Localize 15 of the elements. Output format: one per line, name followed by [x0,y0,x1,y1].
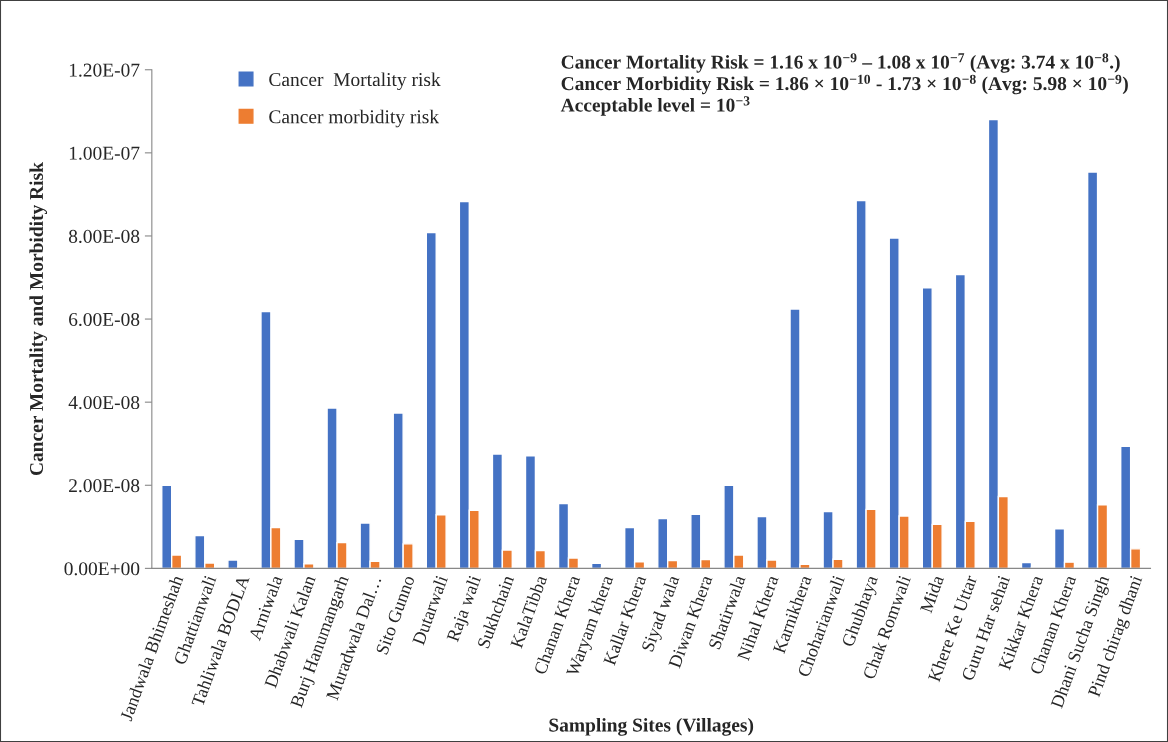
y-tick-label: 4.00E-08 [68,395,140,410]
annotation: Cancer Mortality Risk = 1.16 x 10$^{−9}$ – 1.08 x 10$^{−7}$ (Avg: 3.74 x 10$^{−8}$.) [561,53,1120,73]
x-tick-label: Mida [919,574,945,614]
annotation: Cancer Morbidity Risk = 1.86 × 10$^{−10}$ - 1.73 × 10$^{−8}$ (Avg: 5.98 × 10$^{−9}$) [561,74,1128,95]
y-tick-label: 6.00E-08 [69,312,140,327]
y-tick-label: 1.00E-07 [69,146,140,160]
y-tick-label: 1.20E-07 [69,63,140,77]
y-tick-label: 2.00E-08 [69,479,140,493]
y-axis-title: Cancer Mortality and Morbidity Risk [29,162,48,476]
annotation: Acceptable level = 10$^{−3}$ [560,96,750,116]
y-tick-label: 0.00E+00 [64,562,140,576]
legend-label: Cancer Mortality risk [269,72,441,91]
y-tick-label: 8.00E-08 [68,229,140,243]
legend-label: Cancer morbidity risk [269,109,440,128]
x-axis-title: Sampling Sites (Villages) [549,717,754,736]
